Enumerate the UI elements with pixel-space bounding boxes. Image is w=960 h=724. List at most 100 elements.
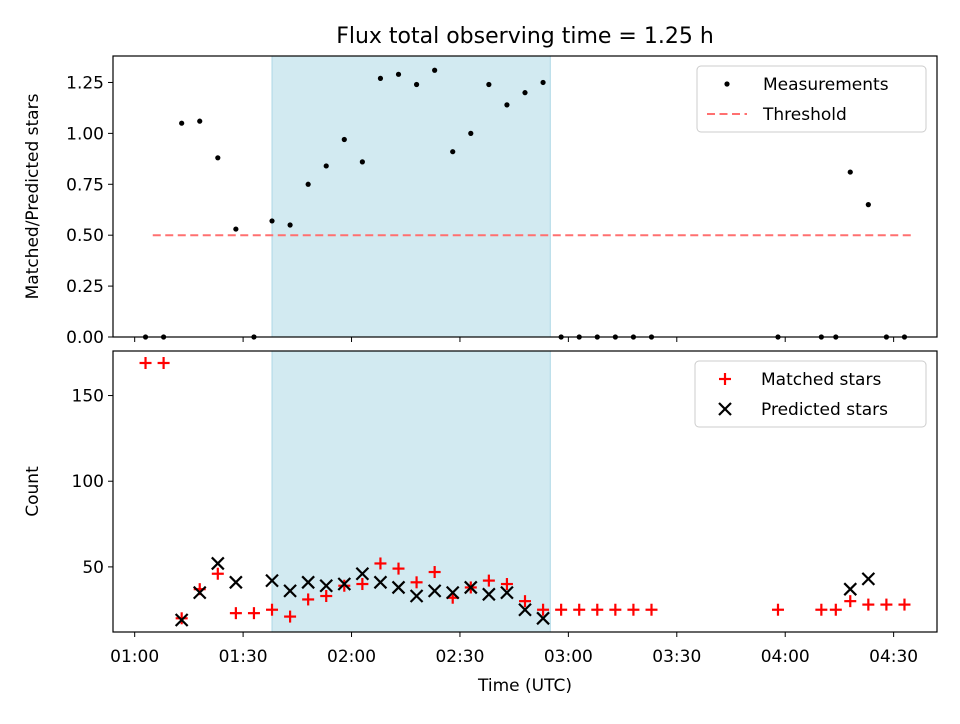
predicted-star-point — [265, 573, 279, 588]
matched-star-point — [374, 557, 387, 570]
y-tick-label: 1.25 — [66, 73, 104, 93]
y-tick-label: 0.50 — [66, 226, 104, 246]
predicted-star-point — [464, 580, 478, 595]
measurement-point — [287, 222, 293, 228]
predicted-marker-b — [355, 566, 370, 581]
x-tick-label: 04:30 — [869, 647, 918, 667]
matched-star-point — [500, 578, 513, 591]
measurement-point — [341, 136, 347, 143]
matched-star-point — [771, 603, 784, 616]
matched-star-point — [392, 562, 405, 575]
y-tick-label: 0.00 — [66, 328, 104, 348]
matched-star-point — [645, 603, 658, 616]
legend-label: Matched stars — [761, 370, 881, 390]
measurement-point — [233, 226, 239, 232]
predicted-star-point — [861, 572, 876, 586]
axes-frame — [112, 350, 938, 633]
predicted-marker-b — [536, 611, 550, 626]
predicted-marker-b — [482, 587, 496, 602]
measurement-point — [179, 120, 185, 126]
x-tick-label: 02:00 — [327, 647, 376, 667]
y-tick-label: 100 — [72, 472, 104, 492]
predicted-star-point — [283, 584, 297, 598]
predicted-marker-b — [500, 585, 514, 600]
matched-star-point — [356, 578, 369, 591]
x-tick-label: 03:00 — [544, 647, 593, 667]
matched-star-point — [573, 603, 586, 616]
matched-star-point — [627, 603, 640, 616]
measurement-point — [540, 79, 546, 86]
matched-star-point — [302, 593, 315, 606]
predicted-marker-b — [861, 572, 876, 586]
matched-star-point — [338, 579, 351, 592]
predicted-star-point — [301, 575, 315, 590]
predicted-star-point — [482, 587, 496, 602]
predicted-star-point — [211, 556, 225, 571]
y-axis-label: Matched/Predicted stars — [23, 93, 43, 299]
predicted-star-point — [192, 585, 207, 600]
measurement-point — [305, 181, 311, 187]
measurement-point — [395, 71, 402, 77]
matched-star-point — [211, 567, 224, 580]
measurement-point — [432, 67, 438, 73]
predicted-marker-b — [843, 582, 858, 596]
x-tick-label: 01:30 — [219, 647, 268, 667]
x-tick-label: 04:00 — [761, 647, 810, 667]
predicted-star-point — [391, 580, 406, 595]
predicted-star-point — [319, 578, 334, 593]
predicted-marker-b — [301, 575, 315, 590]
predicted-star-point — [229, 575, 243, 590]
measurement-point — [450, 149, 456, 155]
x-axis-label: Time (UTC) — [477, 676, 572, 696]
y-tick-label: 50 — [82, 558, 104, 578]
y-tick-label: 0.25 — [66, 277, 104, 297]
matched-star-point — [266, 603, 279, 616]
y-tick-label: 0.75 — [66, 175, 104, 195]
predicted-marker-b — [337, 577, 352, 591]
predicted-marker-b — [427, 584, 442, 598]
chart-title: Flux total observing time = 1.25 h — [336, 24, 714, 49]
legend: Measurements Threshold — [696, 65, 927, 133]
predicted-marker-b — [283, 584, 297, 598]
legend-box — [696, 65, 927, 133]
x-tick-label: 02:30 — [435, 647, 484, 667]
legend-label: Measurements — [763, 75, 889, 95]
y-axis-label: Count — [23, 466, 43, 517]
y-tick-label: 1.00 — [66, 124, 104, 144]
measurement-point — [197, 118, 203, 124]
predicted-star-point — [500, 585, 514, 600]
matched-star-point — [880, 598, 893, 611]
predicted-marker-b — [192, 585, 207, 600]
predicted-star-point — [337, 577, 352, 591]
matched-star-point — [284, 610, 297, 623]
predicted-star-point — [843, 582, 858, 596]
predicted-star-point — [355, 566, 370, 581]
predicted-marker-b — [409, 589, 424, 603]
predicted-marker-b — [229, 575, 243, 590]
matched-star-point — [320, 590, 333, 603]
shaded-interval — [271, 55, 551, 338]
legend-predicted-marker-b — [718, 402, 732, 416]
x-tick-label: 03:30 — [652, 647, 701, 667]
measurement-point — [865, 202, 871, 208]
matched-star-point — [555, 603, 568, 616]
predicted-star-point — [174, 613, 189, 627]
matched-star-point — [609, 603, 622, 616]
predicted-marker-b — [391, 580, 406, 595]
predicted-star-point — [409, 589, 424, 603]
legend-box — [694, 360, 927, 428]
predicted-star-point — [536, 611, 550, 626]
matched-star-point — [862, 598, 875, 611]
legend: Matched stars Predicted stars — [694, 360, 927, 428]
measurement-point — [847, 169, 853, 175]
measurement-point — [468, 130, 474, 136]
measurement-point — [504, 102, 510, 108]
measurement-point — [486, 81, 492, 88]
legend-label: Predicted stars — [761, 400, 888, 420]
matched-star-point — [519, 595, 531, 608]
legend-measurement-marker — [724, 81, 730, 87]
predicted-marker-b — [464, 580, 478, 595]
measurement-point — [323, 163, 329, 169]
measurement-point — [359, 159, 365, 165]
matched-star-point — [829, 603, 842, 616]
